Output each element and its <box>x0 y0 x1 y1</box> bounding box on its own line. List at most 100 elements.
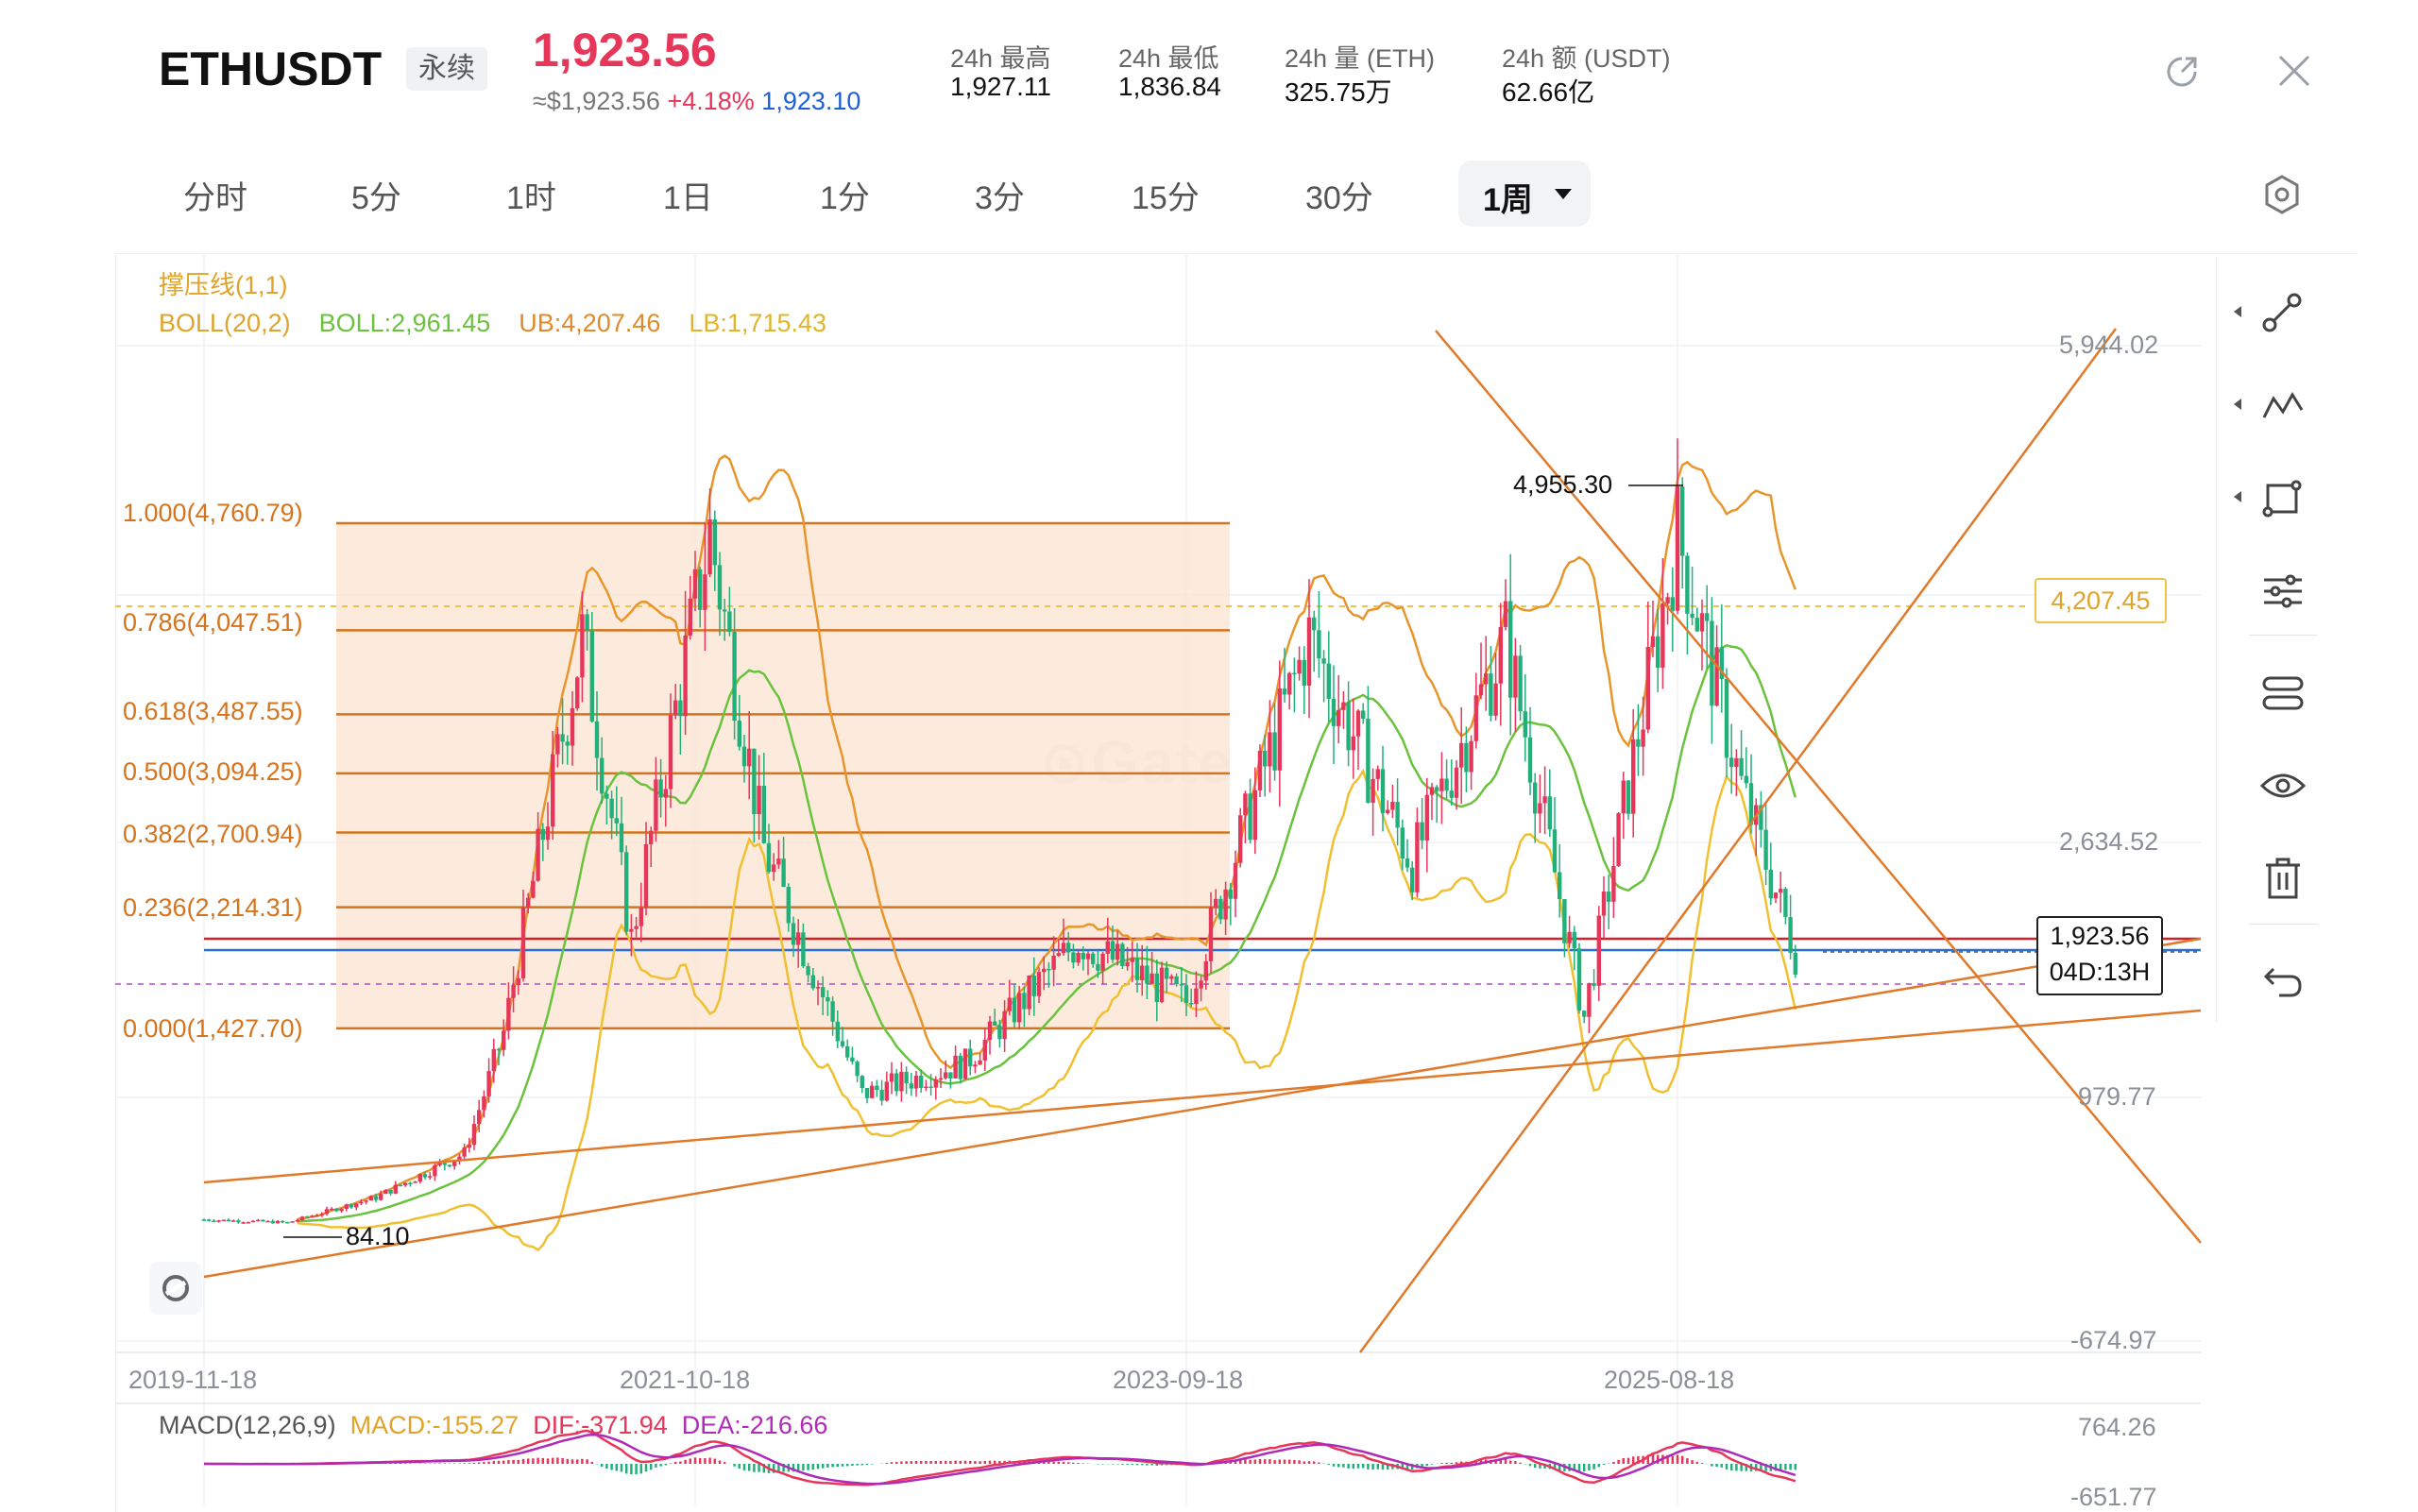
candle-body <box>1533 782 1538 814</box>
candle-body <box>1493 683 1498 716</box>
candle-body <box>864 1087 870 1098</box>
drawing-toolbar <box>2216 257 2336 1022</box>
candle-body <box>511 984 516 998</box>
expand-arrow-icon[interactable] <box>2234 306 2241 317</box>
candle-body <box>1076 952 1081 963</box>
symbol-title[interactable]: ETHUSDT <box>159 42 383 95</box>
candle-body <box>1395 802 1400 828</box>
candle-body <box>1154 973 1159 1003</box>
candle-body <box>477 1110 482 1125</box>
boll-upper-band <box>297 454 1796 1221</box>
close-icon[interactable] <box>2276 53 2312 89</box>
candle-body <box>1650 636 1656 647</box>
candle-body <box>422 1174 428 1178</box>
candle-body <box>1690 613 1694 619</box>
candle-body <box>889 1073 894 1082</box>
candle-body <box>1110 941 1115 960</box>
candle-body <box>1263 751 1268 767</box>
candle-body <box>236 1220 241 1223</box>
tab-period-3m[interactable]: 3分 <box>975 180 1025 216</box>
current-price-tag: 1,923.56 04D:13H <box>2036 916 2163 995</box>
candle-body <box>1306 617 1312 686</box>
expand-arrow-icon[interactable] <box>2234 399 2241 410</box>
fib-level-label: 0.382(2,700.94) <box>123 820 303 848</box>
candle-body <box>373 1196 379 1200</box>
candle-body <box>1552 829 1558 873</box>
candle-body <box>1169 976 1174 979</box>
tab-period-1h[interactable]: 1时 <box>506 180 556 216</box>
indicator-settings-icon[interactable] <box>2258 567 2307 616</box>
candle-body <box>727 611 732 632</box>
fib-level-label: 0.000(1,427.70) <box>123 1014 303 1043</box>
candle-body <box>1542 796 1547 804</box>
candle-body <box>1302 659 1306 686</box>
boll-ub-price-tag: 4,207.45 <box>2035 578 2167 623</box>
candle-body <box>909 1083 913 1089</box>
boll-ub-value: UB:4,207.46 <box>519 309 661 337</box>
candle-body <box>516 977 520 985</box>
tab-period-15m[interactable]: 15分 <box>1132 180 1200 216</box>
y-axis-tick: -674.97 <box>2070 1326 2157 1354</box>
tab-period-1m[interactable]: 1分 <box>820 180 870 216</box>
candle-body <box>1208 907 1214 961</box>
share-icon[interactable] <box>2163 53 2201 91</box>
delete-icon[interactable] <box>2258 854 2307 903</box>
settings-icon[interactable] <box>2261 174 2303 215</box>
candle-body <box>1115 943 1120 960</box>
candle-body <box>1645 646 1650 730</box>
candle-body <box>417 1174 422 1182</box>
undo-icon[interactable] <box>2258 956 2307 1005</box>
tab-period-1d[interactable]: 1日 <box>663 180 713 216</box>
y-axis-tick: 2,634.52 <box>2059 827 2159 856</box>
chart-panel[interactable] <box>115 253 2357 1512</box>
candle-body <box>953 1055 958 1079</box>
candle-body <box>241 1222 246 1224</box>
candle-body <box>359 1201 364 1204</box>
candle-body <box>678 700 683 717</box>
wave-tool-icon[interactable] <box>2258 382 2307 431</box>
layers-icon[interactable] <box>2258 669 2307 718</box>
candle-body <box>305 1216 310 1218</box>
tab-period-timeline[interactable]: 分时 <box>183 180 247 216</box>
candle-body <box>1179 984 1183 986</box>
candle-body <box>1027 975 1031 1010</box>
candle-body <box>281 1220 285 1223</box>
candle-body <box>1380 769 1386 813</box>
candle-body <box>299 1216 305 1220</box>
stat-low-value: 1,836.84 <box>1118 72 1221 101</box>
toolbar-divider <box>2249 924 2317 925</box>
visibility-icon[interactable] <box>2258 761 2307 810</box>
shape-tool-icon[interactable] <box>2258 474 2307 523</box>
candle-body <box>560 734 565 742</box>
candle-body <box>1699 613 1705 632</box>
tab-period-5m[interactable]: 5分 <box>351 180 401 216</box>
high-annotation: 4,955.30 <box>1513 470 1613 499</box>
candle-body <box>1145 965 1149 984</box>
candle-body <box>226 1219 231 1222</box>
tab-period-1w-dropdown[interactable]: 1周 <box>1458 161 1591 227</box>
candle-body <box>442 1163 447 1165</box>
candle-body <box>364 1200 368 1202</box>
line-tool-icon[interactable] <box>2258 289 2307 338</box>
candle-body <box>388 1190 393 1194</box>
candle-body <box>604 793 609 799</box>
candle-body <box>933 1079 938 1088</box>
expand-arrow-icon[interactable] <box>2234 491 2241 502</box>
candle-body <box>216 1220 221 1222</box>
candle-body <box>609 798 614 819</box>
candle-body <box>1596 915 1601 986</box>
stat-turnover-value: 62.66亿 <box>1502 77 1595 107</box>
candle-body <box>491 1048 496 1072</box>
candle-body <box>1660 603 1665 668</box>
boll-mid-value: BOLL:2,961.45 <box>318 309 491 337</box>
tab-period-30m[interactable]: 30分 <box>1305 180 1373 216</box>
macd-params: MACD(12,26,9) <box>159 1411 336 1439</box>
candle-body <box>1056 953 1061 956</box>
candle-body <box>747 748 752 767</box>
chart-logo-icon[interactable] <box>149 1262 202 1315</box>
contract-type-badge: 永续 <box>406 47 487 91</box>
candle-body <box>520 908 526 978</box>
candle-body <box>575 677 580 708</box>
candle-body <box>639 908 643 926</box>
